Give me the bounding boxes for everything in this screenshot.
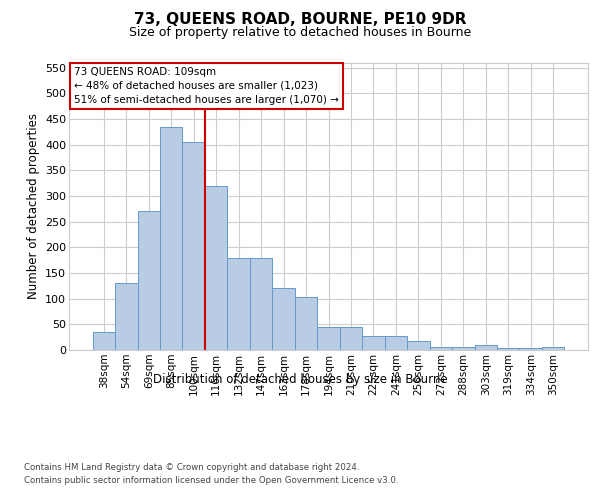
Bar: [250, 258, 272, 350]
Y-axis label: Number of detached properties: Number of detached properties: [26, 114, 40, 299]
Text: Contains HM Land Registry data © Crown copyright and database right 2024.: Contains HM Land Registry data © Crown c…: [24, 462, 359, 471]
Text: 73, QUEENS ROAD, BOURNE, PE10 9DR: 73, QUEENS ROAD, BOURNE, PE10 9DR: [134, 12, 466, 28]
Bar: [137, 212, 160, 350]
Bar: [295, 297, 317, 350]
Bar: [362, 336, 385, 350]
Text: Contains public sector information licensed under the Open Government Licence v3: Contains public sector information licen…: [24, 476, 398, 485]
Bar: [317, 327, 340, 350]
Bar: [205, 186, 227, 350]
Bar: [452, 348, 475, 350]
Bar: [520, 348, 542, 350]
Bar: [227, 258, 250, 350]
Bar: [92, 332, 115, 350]
Text: 73 QUEENS ROAD: 109sqm
← 48% of detached houses are smaller (1,023)
51% of semi-: 73 QUEENS ROAD: 109sqm ← 48% of detached…: [74, 67, 339, 105]
Bar: [407, 342, 430, 350]
Bar: [475, 345, 497, 350]
Bar: [542, 347, 565, 350]
Bar: [497, 348, 520, 350]
Bar: [182, 142, 205, 350]
Bar: [385, 336, 407, 350]
Text: Distribution of detached houses by size in Bourne: Distribution of detached houses by size …: [152, 372, 448, 386]
Bar: [160, 126, 182, 350]
Bar: [340, 328, 362, 350]
Bar: [430, 347, 452, 350]
Text: Size of property relative to detached houses in Bourne: Size of property relative to detached ho…: [129, 26, 471, 39]
Bar: [272, 288, 295, 350]
Bar: [115, 284, 137, 350]
